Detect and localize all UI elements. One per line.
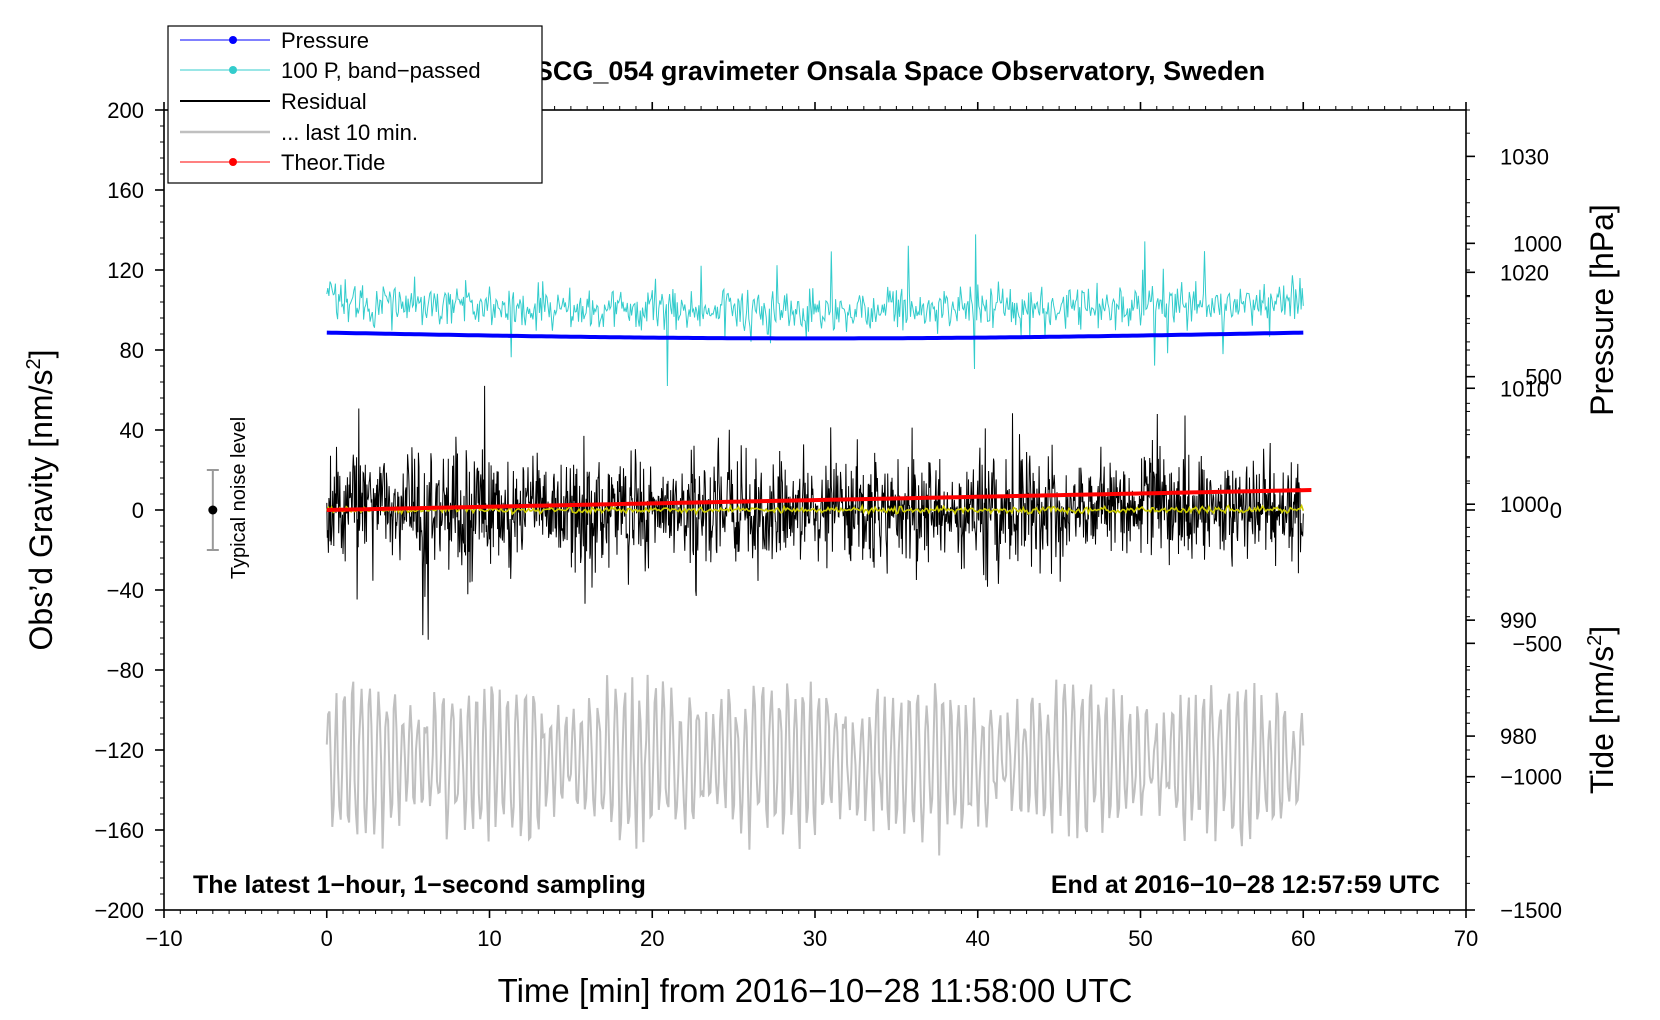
tide-axis-label-sup: 2	[1584, 635, 1606, 646]
legend-marker-pressure	[229, 36, 237, 44]
y-tick-label: −40	[107, 578, 144, 603]
legend-label-pressure: Pressure	[281, 28, 369, 53]
y-axis-label-sup: 2	[23, 358, 45, 369]
y-tick-label: 40	[120, 418, 144, 443]
y-axis-label: Obs’d Gravity [nm/s2]	[23, 350, 59, 651]
tide-tick-label: −1500	[1500, 898, 1562, 923]
legend-marker-band-passed	[229, 66, 237, 74]
x-axis-label: Time [min] from 2016−10−28 11:58:00 UTC	[498, 972, 1133, 1009]
y-tick-label: −160	[94, 818, 144, 843]
tide-axis-label: Tide [nm/s2]	[1584, 626, 1620, 794]
x-tick-label: 30	[803, 926, 827, 951]
annotation-bottom-left: The latest 1−hour, 1−second sampling	[193, 871, 646, 899]
x-tick-label: 20	[640, 926, 664, 951]
pressure-tick-label: 980	[1500, 724, 1537, 749]
tide-tick-label: 0	[1550, 498, 1562, 523]
y-tick-label: −80	[107, 658, 144, 683]
x-tick-label: 0	[321, 926, 333, 951]
pressure-tick-label: 1010	[1500, 376, 1549, 401]
tide-tick-label: −1000	[1500, 765, 1562, 790]
legend: Pressure 100 P, band−passed Residual ...…	[167, 25, 543, 184]
series-layer	[325, 234, 1312, 856]
y-tick-label: −120	[94, 738, 144, 763]
legend-entry-last-10-min: ... last 10 min.	[180, 120, 418, 145]
band-passed-series-line	[326, 234, 1304, 387]
x-tick-label: 40	[966, 926, 990, 951]
tide-tick-label: −500	[1512, 631, 1562, 656]
pressure-series-line	[326, 330, 1304, 341]
pressure-tick-label: 1000	[1500, 492, 1549, 517]
y-axis-label-main: Obs’d Gravity [nm/s	[23, 370, 59, 651]
y-tick-label: 160	[107, 178, 144, 203]
legend-label-band-passed: 100 P, band−passed	[281, 58, 481, 83]
x-tick-label: 70	[1454, 926, 1478, 951]
pressure-axis-label: Pressure [hPa]	[1584, 204, 1620, 416]
x-tick-label: 50	[1128, 926, 1152, 951]
y-axis-label-close: ]	[23, 350, 59, 359]
tide-axis-label-close: ]	[1584, 626, 1620, 635]
legend-marker-theor-tide	[229, 158, 237, 166]
y-tick-label: 120	[107, 258, 144, 283]
legend-label-residual: Residual	[281, 89, 367, 114]
x-tick-label: −10	[145, 926, 182, 951]
legend-entry-pressure: Pressure	[180, 28, 369, 53]
legend-entry-theor-tide: Theor.Tide	[180, 150, 385, 175]
y-tick-label: 0	[132, 498, 144, 523]
legend-label-last-10-min: ... last 10 min.	[281, 120, 418, 145]
chart-title: SCG_054 gravimeter Onsala Space Observat…	[535, 56, 1265, 86]
annotation-bottom-right: End at 2016−10−28 12:57:59 UTC	[1051, 871, 1440, 899]
y-tick-label: −200	[94, 898, 144, 923]
legend-label-theor-tide: Theor.Tide	[281, 150, 385, 175]
x-tick-label: 10	[477, 926, 501, 951]
legend-entry-residual: Residual	[180, 89, 367, 114]
pressure-tick-label: 1030	[1500, 144, 1549, 169]
theor-tide-series-line	[326, 488, 1312, 512]
legend-entry-band-passed: 100 P, band−passed	[180, 58, 481, 83]
plot-frame	[163, 109, 1467, 911]
tide-axis-label-main: Tide [nm/s	[1584, 646, 1620, 794]
y-tick-label: 200	[107, 98, 144, 123]
tide-tick-label: 1000	[1513, 231, 1562, 256]
noise-level-indicator: Typical noise level	[206, 417, 250, 579]
pressure-tick-label: 990	[1500, 608, 1537, 633]
legend-box	[167, 25, 543, 184]
last-10-min-series-line	[325, 674, 1305, 856]
noise-label: Typical noise level	[228, 417, 250, 579]
x-tick-label: 60	[1291, 926, 1315, 951]
noise-dot	[208, 505, 218, 515]
pressure-tick-label: 1020	[1500, 260, 1549, 285]
y-tick-label: 80	[120, 338, 144, 363]
tide-tick-label: 500	[1525, 365, 1562, 390]
residual-series-line	[326, 385, 1304, 640]
